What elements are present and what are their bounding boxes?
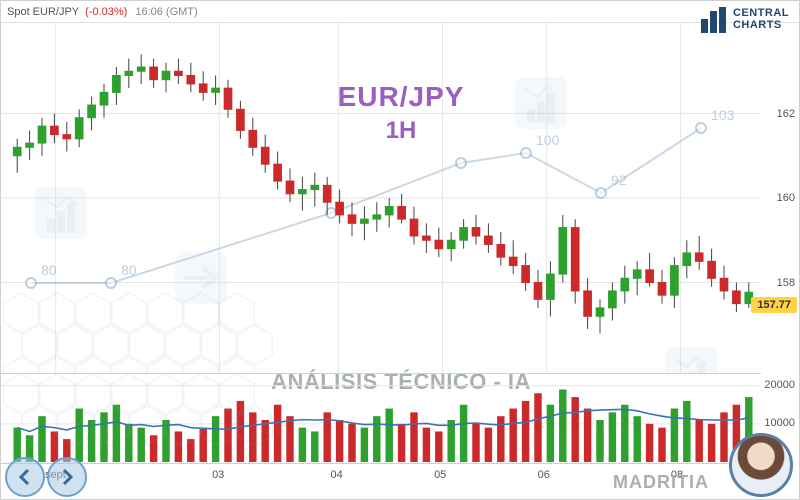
x-tick-label: 05 (434, 469, 446, 481)
svg-text:80: 80 (121, 262, 137, 278)
x-tick-label: 06 (538, 469, 550, 481)
author-watermark: MADRITIA (613, 472, 709, 493)
navigation-controls (5, 457, 87, 497)
last-price-tag: 157.77 (751, 297, 797, 313)
volume-chart[interactable] (1, 373, 761, 463)
chart-title-timeframe: 1H (1, 117, 800, 145)
nav-prev-button[interactable] (5, 457, 45, 497)
y-tick-label: 20000 (764, 379, 795, 391)
instrument-label: Spot EUR/JPY (7, 6, 79, 18)
author-avatar-icon (729, 433, 793, 497)
y-tick-label: 162 (777, 108, 795, 120)
chart-title-pair: EUR/JPY (1, 81, 800, 113)
x-tick-label: 04 (330, 469, 342, 481)
chart-header: Spot EUR/JPY (-0.03%) 16:06 (GMT) (1, 1, 799, 23)
price-delta: (-0.03%) (85, 6, 127, 18)
chart-container: Spot EUR/JPY (-0.03%) 16:06 (GMT) CENTRA… (0, 0, 800, 500)
y-tick-label: 158 (777, 277, 795, 289)
y-tick-label: 160 (777, 192, 795, 204)
svg-text:92: 92 (611, 172, 627, 188)
y-axis: 158 160 162 10000 20000 (759, 23, 799, 463)
nav-next-button[interactable] (47, 457, 87, 497)
svg-text:80: 80 (41, 262, 57, 278)
price-chart[interactable]: 808010092103 (1, 23, 761, 373)
timestamp: 16:06 (GMT) (135, 6, 197, 18)
x-tick-label: 03 (212, 469, 224, 481)
y-tick-label: 10000 (764, 417, 795, 429)
